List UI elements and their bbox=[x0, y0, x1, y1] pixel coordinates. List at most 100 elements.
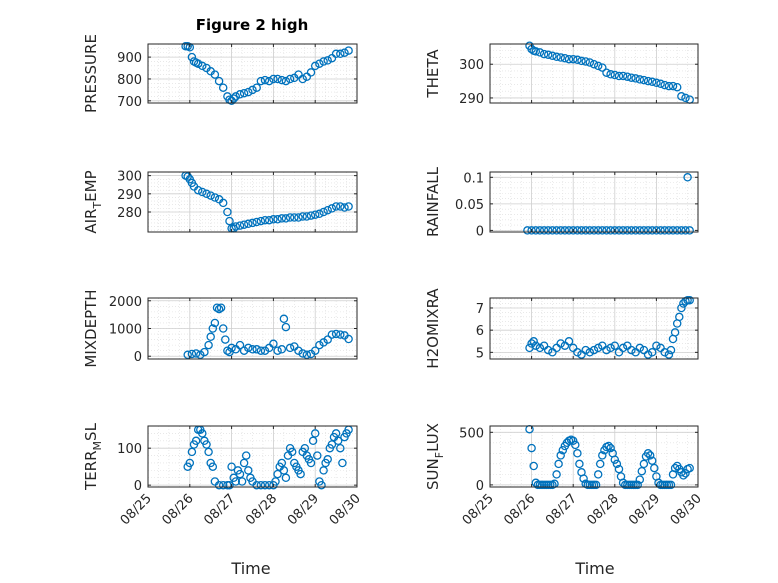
data-point bbox=[573, 226, 582, 235]
data-point bbox=[529, 461, 538, 471]
data-point bbox=[577, 350, 586, 359]
data-point bbox=[323, 455, 332, 464]
data-point bbox=[595, 459, 605, 469]
data-point bbox=[666, 345, 676, 355]
y-tick-label: 7 bbox=[476, 302, 484, 317]
subplot-pressure: 700 800 900 PRESSURE bbox=[82, 34, 358, 113]
subplot-air-temp: 280 290 300 AIRTEMP bbox=[82, 170, 358, 234]
axes-box bbox=[147, 171, 358, 233]
data-point bbox=[252, 83, 261, 92]
data-point bbox=[216, 303, 226, 312]
data-point bbox=[527, 339, 536, 348]
data-point bbox=[235, 221, 245, 230]
data-point bbox=[256, 480, 266, 490]
data-point bbox=[647, 77, 657, 87]
data-point bbox=[635, 475, 645, 484]
data-point bbox=[231, 222, 241, 231]
data-point bbox=[260, 75, 270, 85]
data-point bbox=[310, 210, 320, 219]
data-point bbox=[277, 458, 287, 468]
data-point bbox=[637, 466, 647, 476]
data-point bbox=[602, 226, 611, 235]
data-point bbox=[656, 79, 665, 89]
data-point bbox=[281, 76, 291, 86]
data-point bbox=[287, 447, 297, 457]
major-grid bbox=[490, 44, 698, 103]
data-point bbox=[340, 48, 349, 57]
x-axis-label-right: Time bbox=[574, 559, 614, 578]
data-point bbox=[336, 202, 345, 211]
data-point bbox=[573, 348, 582, 357]
data-point bbox=[618, 71, 628, 81]
y-tick-label: 0.05 bbox=[455, 198, 484, 213]
data-point bbox=[589, 226, 599, 235]
data-point bbox=[639, 459, 649, 469]
data-point bbox=[313, 451, 322, 460]
data-point bbox=[614, 226, 624, 235]
data-point bbox=[581, 345, 590, 355]
data-point bbox=[273, 346, 282, 355]
y-tick-label: 100 bbox=[117, 442, 142, 457]
data-point bbox=[645, 451, 655, 460]
data-point bbox=[577, 226, 586, 235]
data-point bbox=[264, 480, 274, 490]
subplot-sun-flux: 0 500 08/25 08/26 08/27 08/28 08/29 08/30 SUNFLU… bbox=[424, 423, 705, 528]
data-point bbox=[198, 429, 207, 438]
data-point bbox=[202, 440, 211, 449]
y-axis-label: MIXDEPTH bbox=[82, 289, 100, 367]
data-point bbox=[677, 303, 686, 313]
data-point bbox=[200, 347, 209, 357]
data-point bbox=[527, 226, 536, 235]
data-point bbox=[210, 318, 220, 328]
data-point bbox=[300, 443, 310, 453]
data-point bbox=[298, 74, 307, 84]
data-point bbox=[298, 349, 307, 358]
data-point bbox=[575, 459, 584, 469]
data-point bbox=[652, 78, 661, 88]
data-point bbox=[214, 304, 224, 314]
x-tick-label: 08/27 bbox=[201, 491, 238, 528]
y-tick-label: 290 bbox=[459, 92, 484, 107]
data-point bbox=[221, 335, 230, 344]
data-point bbox=[539, 226, 549, 235]
subplot-h2omixra: 5 6 7 H2OMIXRA bbox=[424, 288, 699, 369]
data-point bbox=[623, 226, 632, 235]
data-point bbox=[568, 436, 578, 445]
subplot-mixdepth: 0 1000 2000 MIXDEPTH bbox=[82, 289, 358, 368]
data-point bbox=[660, 226, 669, 235]
minor-grid bbox=[489, 171, 699, 232]
data-point bbox=[248, 345, 257, 354]
data-point bbox=[531, 47, 541, 56]
series-mixdepth bbox=[183, 303, 353, 360]
data-point bbox=[529, 337, 538, 346]
data-point bbox=[543, 226, 553, 235]
data-point bbox=[556, 53, 565, 62]
data-point bbox=[327, 440, 337, 449]
data-point bbox=[273, 469, 282, 479]
data-point bbox=[218, 83, 228, 92]
data-point bbox=[310, 346, 320, 355]
data-point bbox=[298, 212, 307, 221]
y-tick-label: 2000 bbox=[109, 295, 142, 310]
data-point bbox=[606, 70, 615, 79]
data-point bbox=[252, 480, 261, 490]
data-point bbox=[269, 74, 278, 84]
data-point bbox=[647, 348, 657, 357]
data-point bbox=[336, 330, 345, 339]
data-point bbox=[193, 59, 203, 68]
data-point bbox=[585, 226, 595, 235]
data-point bbox=[183, 350, 192, 360]
data-point bbox=[573, 55, 582, 65]
y-tick-label: 0 bbox=[134, 479, 142, 494]
data-point bbox=[660, 80, 669, 90]
data-point bbox=[327, 204, 337, 213]
data-point bbox=[672, 82, 682, 92]
data-point bbox=[647, 456, 657, 465]
data-point bbox=[327, 330, 337, 339]
data-point bbox=[285, 213, 295, 222]
data-point bbox=[685, 463, 694, 473]
data-point bbox=[589, 345, 599, 355]
data-point bbox=[281, 322, 291, 332]
data-point bbox=[560, 53, 570, 63]
data-point bbox=[652, 341, 661, 350]
